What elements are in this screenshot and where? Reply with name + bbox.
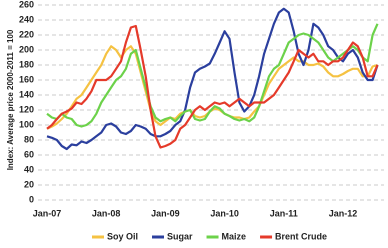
legend-label: Soy Oil (107, 231, 138, 241)
y-tick-label: 180 (19, 59, 34, 69)
y-tick-label: 160 (19, 74, 34, 84)
x-tick-label: Jan-09 (151, 208, 180, 218)
y-tick-label: 260 (19, 0, 34, 9)
x-tick-label: Jan-12 (329, 208, 358, 218)
legend-label: Sugar (167, 231, 193, 241)
y-tick-label: 100 (19, 119, 34, 129)
y-tick-label: 200 (19, 44, 34, 54)
y-tick-label: 40 (24, 164, 34, 174)
y-axis-title: Index: Average price 2000-2011 = 100 (6, 29, 15, 170)
x-tick-label: Jan-08 (92, 208, 121, 218)
series-line (46, 7, 379, 151)
legend-label: Maize (222, 231, 247, 241)
series-line (46, 24, 379, 149)
y-tick-label: 220 (19, 29, 34, 39)
x-tick-label: Jan-11 (270, 208, 298, 218)
legend-label: Brent Crude (275, 231, 327, 241)
series-line (46, 23, 379, 128)
y-tick-label: 80 (24, 134, 34, 144)
y-tick-label: 20 (24, 179, 34, 189)
y-tick-label: 60 (24, 149, 34, 159)
y-tick-label: 140 (19, 89, 34, 99)
y-tick-label: 120 (19, 104, 34, 114)
x-tick-label: Jan-10 (210, 208, 239, 218)
y-tick-label: 0 (29, 194, 34, 204)
x-tick-label: Jan-07 (33, 208, 62, 218)
y-tick-label: 240 (19, 14, 34, 24)
